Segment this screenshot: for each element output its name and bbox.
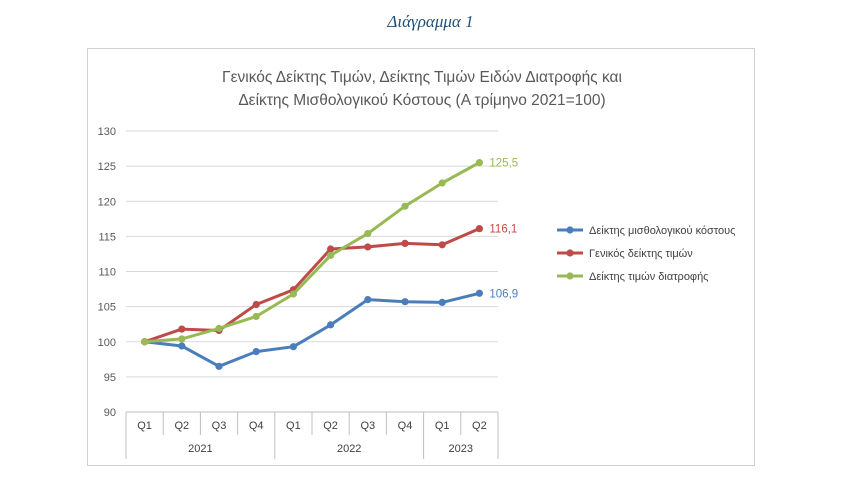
- legend-swatch-marker: [566, 272, 574, 280]
- y-tick-label: 105: [98, 302, 116, 314]
- data-point: [438, 179, 446, 187]
- line-chart: Γενικός Δείκτης Τιμών, Δείκτης Τιμών Ειδ…: [98, 69, 735, 459]
- data-point: [327, 321, 335, 329]
- x-group-label: 2022: [337, 443, 361, 455]
- series-line-3: [143, 161, 481, 344]
- chart-title-line-1: Γενικός Δείκτης Τιμών, Δείκτης Τιμών Ειδ…: [222, 69, 622, 86]
- x-category-label: Q1: [137, 420, 152, 432]
- data-point: [364, 229, 372, 238]
- y-tick-label: 110: [98, 267, 116, 279]
- data-point: [215, 324, 223, 333]
- data-point: [289, 290, 297, 298]
- data-point: [401, 239, 409, 247]
- data-point: [327, 251, 335, 259]
- legend-entry: Δείκτης τιμών διατροφής: [589, 271, 709, 283]
- chart-frame: Γενικός Δείκτης Τιμών, Δείκτης Τιμών Ειδ…: [87, 48, 755, 466]
- x-category-label: Q1: [286, 420, 301, 432]
- data-point: [141, 338, 149, 346]
- data-point: [438, 241, 446, 249]
- data-point: [475, 289, 483, 297]
- series-layer: 106,9 116,1 125,5: [141, 158, 518, 370]
- data-point: [178, 325, 186, 333]
- data-point: [401, 202, 409, 210]
- data-point: [364, 243, 372, 251]
- legend-swatch-marker: [566, 249, 574, 257]
- data-point: [178, 342, 186, 350]
- series-line-2: [143, 227, 481, 344]
- data-point: [252, 347, 260, 356]
- x-category-label: Q4: [398, 420, 413, 432]
- legend-swatch-marker: [566, 226, 574, 234]
- x-group-label: 2023: [449, 443, 473, 455]
- data-point: [215, 362, 223, 370]
- legend-entry: Γενικός δείκτης τιμών: [589, 248, 693, 260]
- data-point: [401, 298, 409, 306]
- x-category-label: Q3: [212, 420, 227, 432]
- grid-layer: [126, 130, 498, 378]
- legend: Δείκτης μισθολογικού κόστους Γενικός δείκ…: [557, 225, 735, 283]
- data-point: [252, 312, 260, 321]
- y-tick-label: 125: [98, 161, 116, 173]
- y-tick-label: 130: [98, 126, 116, 138]
- chart-title-line-2: Δείκτης Μισθολογικού Κόστους (Α τρίμηνο …: [238, 92, 605, 109]
- data-point: [475, 225, 483, 233]
- y-tick-label: 115: [98, 231, 116, 243]
- data-label: 106,9: [489, 288, 518, 300]
- x-group-label: 2021: [188, 443, 212, 455]
- data-point: [475, 159, 483, 167]
- data-point: [438, 298, 446, 307]
- y-tick-label: 95: [104, 372, 116, 384]
- data-point: [327, 245, 335, 253]
- legend-entry: Δείκτης μισθολογικού κόστους: [589, 225, 735, 237]
- x-category-label: Q1: [435, 420, 450, 432]
- x-category-label: Q4: [249, 420, 264, 432]
- axis-layer: 90 95 100 105 110 115 120 125 130 Q1 Q2 Q3 Q4 Q1 Q2 Q3 Q…: [98, 126, 499, 459]
- data-point: [178, 335, 186, 343]
- data-point: [252, 300, 260, 309]
- x-category-label: Q2: [174, 420, 189, 432]
- x-category-label: Q2: [472, 420, 487, 432]
- y-tick-label: 90: [104, 407, 116, 419]
- data-label: 125,5: [489, 158, 518, 170]
- y-tick-label: 100: [98, 337, 116, 349]
- series-line-1: [143, 291, 481, 368]
- x-category-label: Q2: [323, 420, 338, 432]
- figure-caption: Διάγραμμα 1: [387, 12, 474, 31]
- y-tick-label: 120: [98, 196, 116, 208]
- x-category-label: Q3: [360, 420, 375, 432]
- data-point: [289, 343, 297, 351]
- data-point: [364, 296, 372, 304]
- data-label: 116,1: [489, 224, 517, 236]
